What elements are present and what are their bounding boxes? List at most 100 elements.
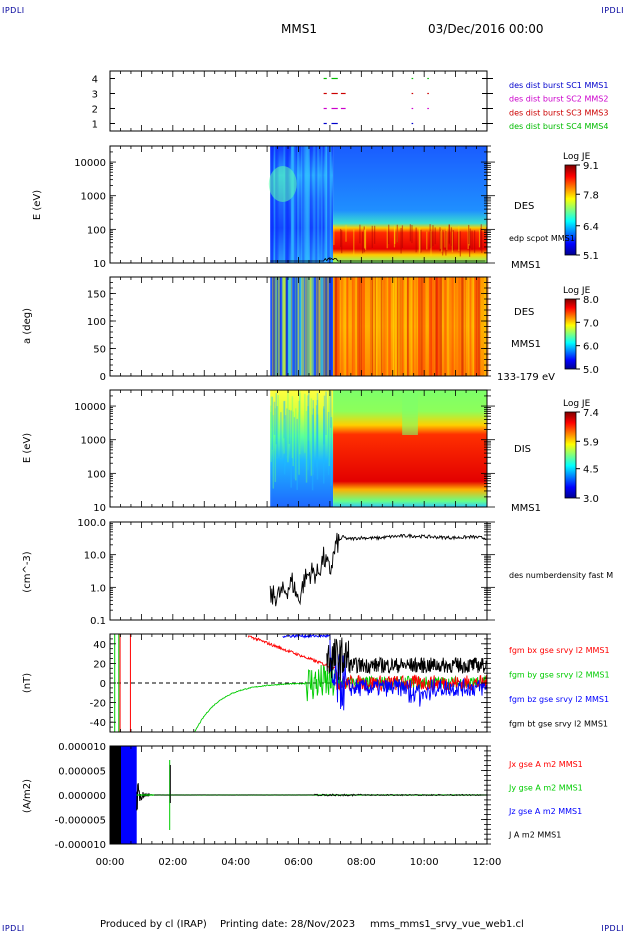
des-pitch-streak xyxy=(360,277,363,376)
des-energy-streak xyxy=(302,146,306,263)
des-pitch-streak xyxy=(278,277,280,376)
des-energy-streak xyxy=(396,224,398,244)
des-energy-streak xyxy=(300,146,303,263)
des-energy-colorbar-tick-label: 5.1 xyxy=(583,251,599,262)
y-tick-label: 40 xyxy=(93,640,106,651)
des-pitch-streak xyxy=(451,277,454,376)
des-energy-streak xyxy=(481,230,483,254)
dis-energy-sc: MMS1 xyxy=(511,503,541,514)
des-pitch-streak xyxy=(278,277,281,376)
des-energy-colorbar-label: Log JE xyxy=(563,152,591,162)
dis-energy-streak xyxy=(295,408,297,481)
dis-energy-streak xyxy=(276,406,278,457)
des-pitch-streak xyxy=(459,277,462,376)
des-energy-streak xyxy=(458,225,460,251)
des-energy-streak xyxy=(325,146,328,263)
dis-energy-streak xyxy=(283,401,285,439)
des-pitch-streak xyxy=(422,277,425,376)
des-pitch-streak xyxy=(272,277,274,376)
des-energy-streak xyxy=(450,227,453,246)
des-energy-streak xyxy=(386,227,388,249)
des-energy-streak xyxy=(364,229,366,248)
des-energy-streak xyxy=(302,146,305,263)
des-pitch-streak xyxy=(407,277,409,376)
des-energy-streak xyxy=(333,225,335,246)
des-pitch-streak xyxy=(437,277,441,376)
des-pitch-streak xyxy=(323,277,326,376)
dis-energy-streak xyxy=(270,405,272,439)
des-energy-streak xyxy=(305,146,309,263)
des-pitch-streak xyxy=(397,277,400,376)
y-tick-label: 10 xyxy=(93,503,106,514)
y-tick-label: 50 xyxy=(93,345,106,356)
dis-energy-streak xyxy=(323,395,326,463)
footer-file: mms_mms1_srvy_vue_web1.cl xyxy=(370,919,524,930)
des-energy-streak xyxy=(313,146,316,263)
des-energy-streak xyxy=(446,226,448,250)
dis-energy-pre xyxy=(270,390,334,507)
b-legend-3: fgm bz gse srvy l2 MMS1 xyxy=(509,695,609,704)
dis-energy-streak xyxy=(330,417,333,486)
des-pitch-energy-range: 133-179 eV xyxy=(497,372,555,383)
dis-energy-streak xyxy=(304,393,306,453)
dis-energy-colorbar-tick-label: 7.4 xyxy=(583,408,599,419)
dis-energy-streak xyxy=(271,396,274,450)
des-pitch-streak xyxy=(324,277,328,376)
des-pitch-streak xyxy=(473,277,477,376)
des-energy-streak xyxy=(293,146,296,263)
des-energy-streak xyxy=(418,227,420,254)
des-pitch-streak xyxy=(318,277,322,376)
dis-energy-streak xyxy=(310,398,313,476)
des-pitch-streak xyxy=(306,277,310,376)
des-pitch-streak xyxy=(464,277,466,376)
des-energy-streak xyxy=(432,225,434,247)
y-tick-label: 100.0 xyxy=(77,518,106,529)
y-tick-label: 10000 xyxy=(74,402,106,413)
y-tick-label: -0.000005 xyxy=(55,816,106,827)
dis-energy-streak xyxy=(307,408,310,441)
b-ylabel: (nT) xyxy=(22,673,33,693)
corner-tag-top-right: IPDLI xyxy=(601,6,624,15)
des-energy-streak xyxy=(374,225,376,244)
des-energy-streak xyxy=(307,146,310,263)
des-energy-streak xyxy=(284,146,289,263)
j-ylabel: (A/m2) xyxy=(22,779,33,813)
dis-energy-streak xyxy=(298,391,301,455)
des-pitch-streak xyxy=(341,277,343,376)
corner-tag-bottom-right: IPDLI xyxy=(601,924,624,933)
dis-energy-streak xyxy=(305,410,308,483)
des-energy-streak xyxy=(293,146,298,263)
des-energy-post xyxy=(333,146,487,263)
des-pitch-streak xyxy=(287,277,290,376)
des-pitch-streak xyxy=(273,277,275,376)
des-pitch-streak xyxy=(469,277,472,376)
des-pitch-colorbar-tick-label: 8.0 xyxy=(583,295,599,306)
des-pitch-streak xyxy=(329,277,332,376)
dis-energy-streak xyxy=(288,409,291,444)
des-pitch-streak xyxy=(290,277,293,376)
des-pitch-streak xyxy=(308,277,312,376)
dis-energy-streak xyxy=(312,408,315,460)
des-energy-streak xyxy=(451,231,454,253)
des-pitch-streak xyxy=(285,277,288,376)
y-tick-label: 10.0 xyxy=(84,551,106,562)
des-pitch-streak xyxy=(449,277,451,376)
des-pitch-streak xyxy=(392,277,394,376)
des-energy-streak xyxy=(457,231,459,250)
time-tick-label: 02:00 xyxy=(158,857,187,868)
dis-energy-streak xyxy=(299,393,301,426)
des-pitch-species: DES xyxy=(514,307,534,318)
des-pitch-colorbar-tick-label: 7.0 xyxy=(583,318,599,329)
j-legend-3: Jz gse A m2 MMS1 xyxy=(508,807,582,816)
des-pitch-colorbar-tick-label: 5.0 xyxy=(583,365,599,376)
des-pitch-streak xyxy=(294,277,297,376)
des-pitch-streak xyxy=(383,277,385,376)
des-pitch-streak xyxy=(273,277,276,376)
des-energy-streak xyxy=(329,146,332,263)
dis-energy-streak xyxy=(323,406,325,484)
des-pitch-streak xyxy=(472,277,475,376)
des-pitch-streak xyxy=(375,277,378,376)
y-tick-label: 100 xyxy=(87,317,106,328)
des-pitch-streak xyxy=(273,277,276,376)
y-tick-label: 1000 xyxy=(81,436,106,447)
